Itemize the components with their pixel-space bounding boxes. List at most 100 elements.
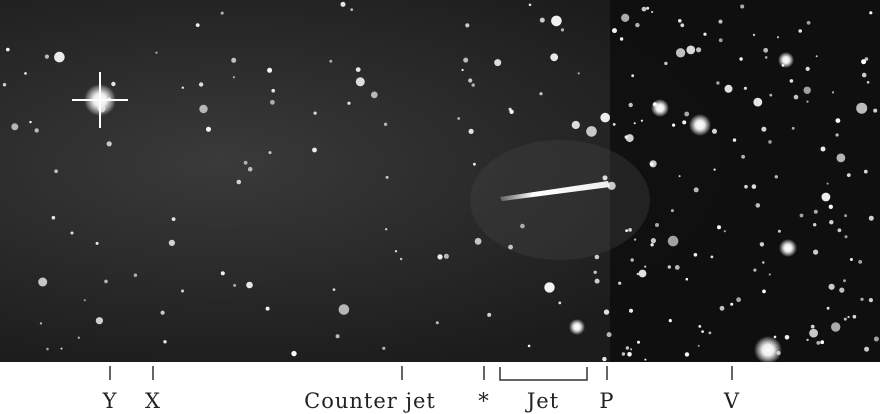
star: [608, 182, 616, 190]
star: [237, 180, 242, 185]
star: [627, 352, 632, 357]
star: [760, 242, 764, 246]
star: [698, 325, 701, 328]
star: [712, 129, 717, 134]
star: [763, 48, 768, 53]
star: [206, 127, 211, 132]
star: [347, 102, 350, 105]
star: [716, 81, 719, 84]
star: [821, 147, 826, 152]
star: [701, 330, 704, 333]
star: [860, 298, 863, 301]
star: [54, 52, 65, 63]
star: [864, 170, 868, 174]
star: [777, 36, 779, 38]
star: [625, 229, 628, 232]
star: [508, 245, 513, 250]
star: [6, 48, 10, 52]
star: [161, 311, 165, 315]
star: [685, 352, 689, 356]
star: [869, 216, 874, 221]
star: [71, 232, 74, 235]
star: [630, 348, 632, 350]
star: [182, 87, 184, 89]
star: [244, 161, 248, 165]
star: [45, 55, 49, 59]
star: [641, 120, 643, 122]
star: [827, 307, 830, 310]
star: [528, 345, 531, 348]
star: [199, 82, 203, 86]
star: [54, 169, 58, 173]
star: [820, 340, 824, 344]
star: [836, 118, 841, 123]
star: [196, 23, 200, 27]
star: [475, 238, 482, 245]
star: [11, 123, 18, 130]
star: [52, 216, 56, 220]
star: [333, 288, 336, 291]
star: [675, 265, 680, 270]
star: [607, 332, 612, 337]
star: [329, 60, 332, 63]
star: [703, 33, 706, 36]
star: [717, 225, 721, 229]
star: [163, 340, 166, 343]
star: [827, 183, 829, 185]
star: [644, 266, 646, 268]
star: [686, 278, 689, 281]
star: [462, 69, 464, 71]
star: [468, 78, 472, 82]
star: [631, 258, 634, 261]
star: [473, 163, 476, 166]
star: [233, 284, 236, 287]
star: [600, 113, 610, 123]
star: [761, 127, 766, 132]
star: [221, 271, 225, 275]
star: [724, 230, 726, 232]
bright-star: [569, 319, 585, 335]
star: [558, 302, 561, 305]
star: [847, 316, 849, 318]
star: [472, 83, 475, 86]
star: [669, 319, 672, 322]
star: [668, 236, 679, 247]
star: [853, 315, 857, 319]
star: [684, 112, 689, 117]
star: [529, 4, 532, 7]
star: [829, 220, 833, 224]
star: [671, 209, 674, 212]
star: [646, 7, 649, 10]
star: [873, 109, 877, 113]
star: [756, 203, 761, 208]
star: [668, 265, 671, 268]
star: [169, 240, 175, 246]
star: [639, 270, 647, 278]
star: [740, 5, 744, 9]
star: [733, 138, 736, 141]
star: [631, 74, 634, 77]
star: [457, 117, 460, 120]
star: [720, 306, 725, 311]
star: [61, 348, 63, 350]
star: [181, 290, 184, 293]
star: [371, 92, 378, 99]
star: [312, 148, 317, 153]
star: [637, 341, 640, 344]
label: Counter jet: [304, 389, 436, 413]
star: [709, 332, 712, 335]
star: [314, 112, 317, 115]
star: [869, 298, 873, 302]
star: [816, 55, 818, 57]
star: [725, 85, 733, 93]
star: [682, 120, 686, 124]
star: [3, 83, 6, 86]
star: [356, 77, 365, 86]
star: [762, 290, 766, 294]
star: [628, 228, 632, 232]
star: [629, 309, 633, 313]
star: [613, 123, 616, 126]
star: [78, 337, 80, 339]
star: [436, 321, 439, 324]
figure: YXCounter jet*JetPV: [0, 0, 882, 414]
